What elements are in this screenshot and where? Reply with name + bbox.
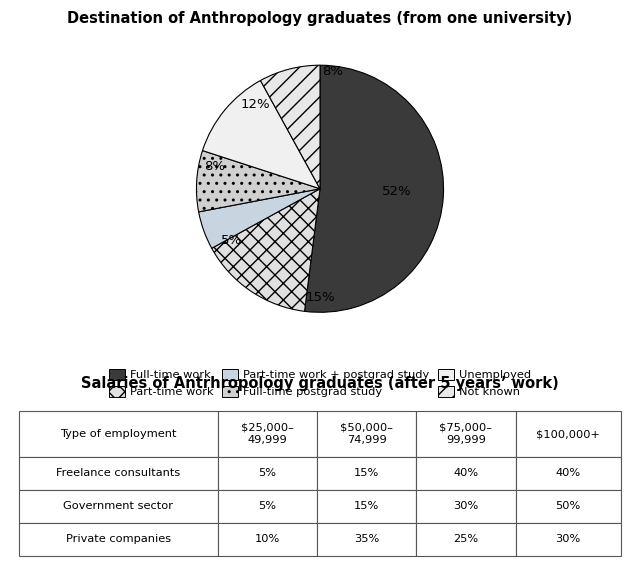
Text: 5%: 5%: [259, 501, 276, 511]
Bar: [516, 523, 621, 555]
Text: 8%: 8%: [322, 65, 343, 78]
Bar: [416, 456, 516, 490]
Wedge shape: [196, 150, 320, 212]
Wedge shape: [260, 65, 320, 189]
Text: 10%: 10%: [255, 534, 280, 544]
Text: 15%: 15%: [354, 468, 380, 478]
Text: 52%: 52%: [382, 185, 412, 198]
Title: Destination of Anthropology graduates (from one university): Destination of Anthropology graduates (f…: [67, 11, 573, 26]
Text: 40%: 40%: [453, 468, 479, 478]
Bar: [218, 456, 317, 490]
Wedge shape: [198, 189, 320, 248]
Bar: [19, 523, 218, 555]
Bar: [317, 456, 416, 490]
Bar: [516, 456, 621, 490]
Bar: [416, 523, 516, 555]
Wedge shape: [212, 189, 320, 311]
Bar: [317, 411, 416, 456]
Bar: [19, 456, 218, 490]
Bar: [516, 490, 621, 523]
Text: 35%: 35%: [354, 534, 380, 544]
Text: Salaries of Antrhropology graduates (after 5 years’ work): Salaries of Antrhropology graduates (aft…: [81, 376, 559, 391]
Text: 40%: 40%: [556, 468, 580, 478]
Text: 5%: 5%: [221, 234, 242, 247]
Bar: [516, 411, 621, 456]
Bar: [19, 490, 218, 523]
Bar: [19, 411, 218, 456]
Text: 15%: 15%: [305, 291, 335, 304]
Bar: [218, 523, 317, 555]
Text: $50,000–
74,999: $50,000– 74,999: [340, 423, 393, 445]
Text: Government sector: Government sector: [63, 501, 173, 511]
Text: 50%: 50%: [556, 501, 580, 511]
Wedge shape: [305, 65, 444, 312]
Bar: [218, 490, 317, 523]
Bar: [218, 411, 317, 456]
Bar: [416, 490, 516, 523]
Text: 30%: 30%: [453, 501, 479, 511]
Bar: [317, 523, 416, 555]
Text: $25,000–
49,999: $25,000– 49,999: [241, 423, 294, 445]
Legend: Full-time work, Part-time work, Part-time work + postgrad study, Full-time postg: Full-time work, Part-time work, Part-tim…: [107, 366, 533, 399]
Bar: [317, 490, 416, 523]
Text: Freelance consultants: Freelance consultants: [56, 468, 180, 478]
Wedge shape: [202, 81, 320, 189]
Text: $100,000+: $100,000+: [536, 429, 600, 439]
Text: Private companies: Private companies: [66, 534, 171, 544]
Text: 12%: 12%: [241, 98, 271, 111]
Text: Type of employment: Type of employment: [60, 429, 177, 439]
Text: 5%: 5%: [259, 468, 276, 478]
Text: 15%: 15%: [354, 501, 380, 511]
Text: $75,000–
99,999: $75,000– 99,999: [440, 423, 492, 445]
Text: 8%: 8%: [205, 160, 225, 173]
Text: 30%: 30%: [556, 534, 580, 544]
Bar: [416, 411, 516, 456]
Text: 25%: 25%: [453, 534, 479, 544]
